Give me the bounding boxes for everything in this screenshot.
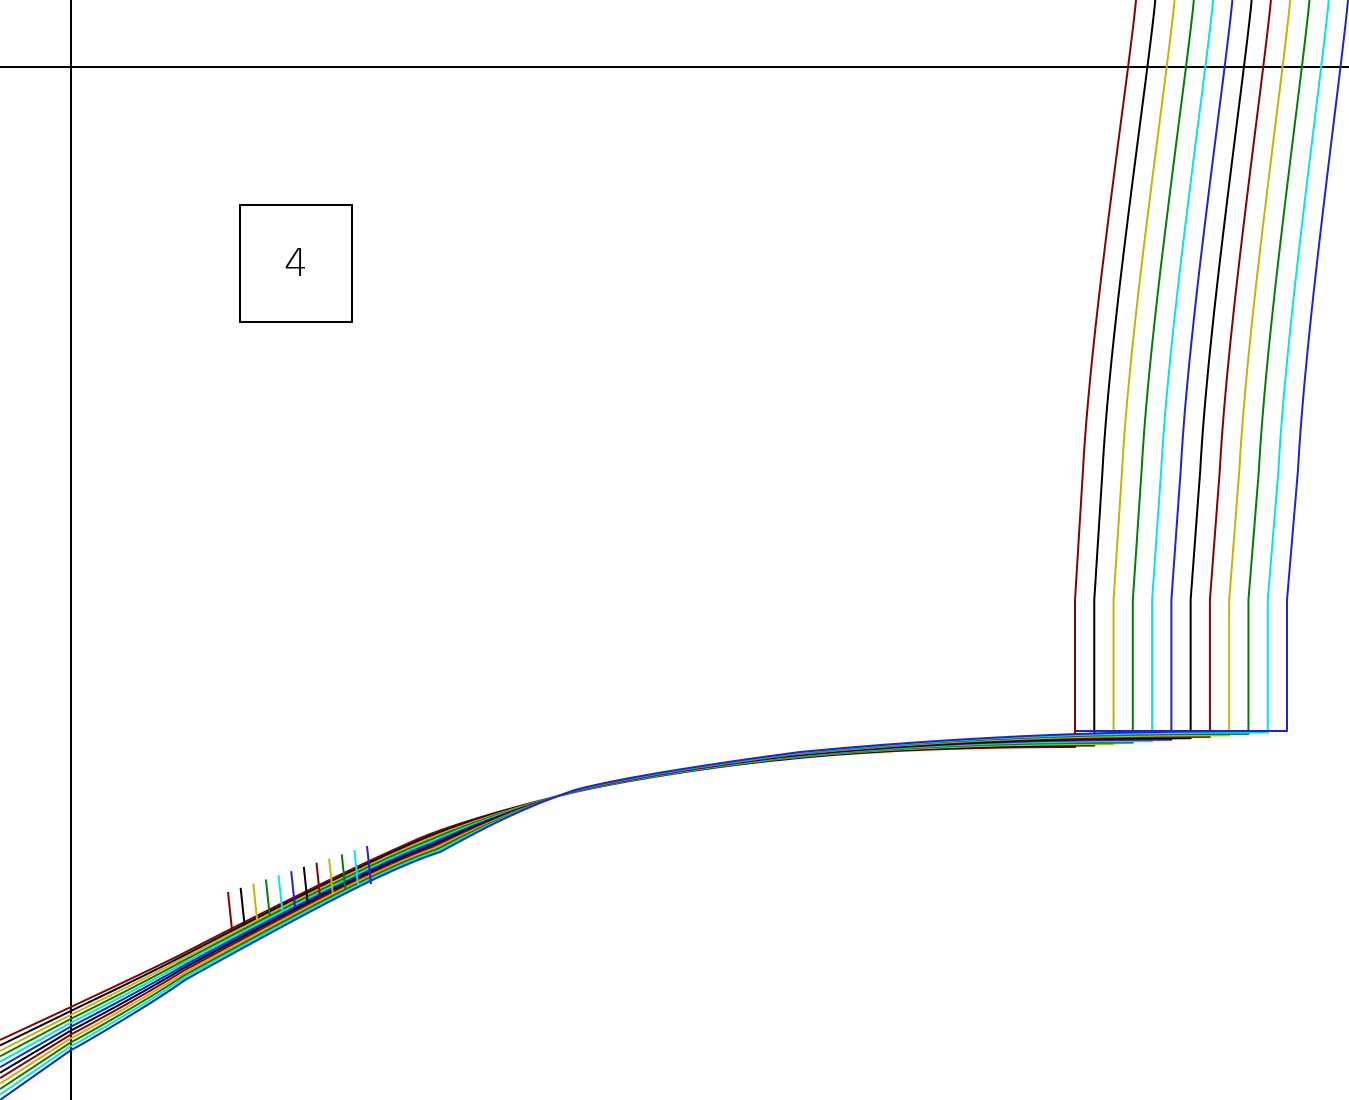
wire-stub: [239, 887, 246, 926]
wire-stub: [227, 891, 233, 931]
wire-stub: [353, 850, 360, 889]
wire-stub: [290, 870, 297, 910]
wire-stub: [328, 858, 335, 897]
wire-trace: [0, 0, 1137, 1041]
wire-trace: [0, 0, 1176, 1052]
wire-trace: [0, 0, 1234, 1069]
label-box-border: [239, 204, 353, 323]
label-box: 4: [239, 204, 353, 323]
wire-stub: [264, 879, 271, 918]
wire-stub: [277, 875, 284, 914]
wire-trace: [0, 0, 1253, 1074]
wire-trace: [0, 0, 1195, 1058]
wire-trace: [0, 0, 1157, 1047]
wire-stub: [340, 854, 347, 893]
wire-stub: [315, 862, 322, 901]
wire-stub: [366, 845, 372, 885]
wire-stub: [302, 866, 309, 906]
wire-trace: [0, 0, 1215, 1063]
label-box-text: 4: [284, 241, 308, 285]
wire-trace: [0, 0, 1272, 1080]
wire-trace: [0, 0, 1311, 1090]
wire-stub: [252, 883, 259, 922]
wire-trace: [0, 0, 1292, 1085]
